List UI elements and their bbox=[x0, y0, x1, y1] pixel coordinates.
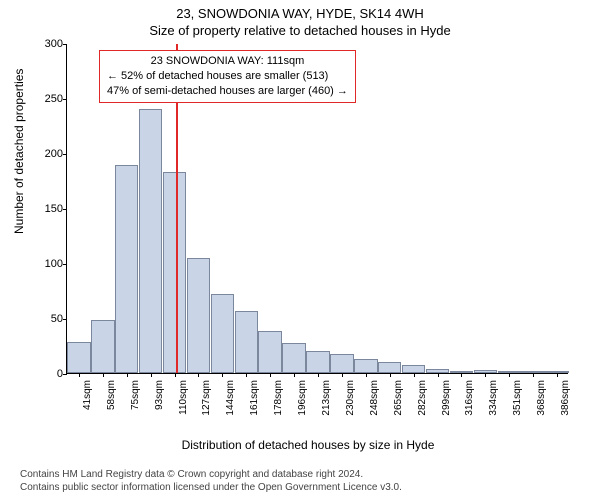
plot-area: 05010015020025030041sqm58sqm75sqm93sqm11… bbox=[66, 44, 568, 374]
x-tick-mark bbox=[175, 373, 176, 377]
x-tick-mark bbox=[318, 373, 319, 377]
histogram-bar bbox=[282, 343, 305, 373]
x-tick-label: 213sqm bbox=[321, 380, 322, 416]
y-tick-mark bbox=[63, 264, 67, 265]
attribution: Contains HM Land Registry data © Crown c… bbox=[20, 469, 402, 494]
x-tick-mark bbox=[342, 373, 343, 377]
x-tick-mark bbox=[438, 373, 439, 377]
y-tick-label: 200 bbox=[33, 148, 63, 160]
x-tick-mark bbox=[270, 373, 271, 377]
x-tick-label: 248sqm bbox=[369, 380, 370, 416]
histogram-bar bbox=[91, 320, 114, 373]
marker-annotation-line: 47% of semi-detached houses are larger (… bbox=[107, 84, 348, 99]
histogram-bar bbox=[139, 109, 162, 373]
y-tick-mark bbox=[63, 44, 67, 45]
x-axis-label: Distribution of detached houses by size … bbox=[38, 438, 578, 452]
x-tick-label: 299sqm bbox=[441, 380, 442, 416]
x-tick-label: 230sqm bbox=[345, 380, 346, 416]
histogram-bar bbox=[306, 351, 329, 373]
x-tick-label: 196sqm bbox=[297, 380, 298, 416]
histogram-bar bbox=[378, 362, 401, 373]
x-tick-label: 58sqm bbox=[106, 380, 107, 410]
title-sub: Size of property relative to detached ho… bbox=[0, 21, 600, 38]
y-tick-mark bbox=[63, 374, 67, 375]
x-tick-label: 265sqm bbox=[393, 380, 394, 416]
x-tick-mark bbox=[222, 373, 223, 377]
x-tick-mark bbox=[103, 373, 104, 377]
marker-annotation: 23 SNOWDONIA WAY: 111sqm← 52% of detache… bbox=[99, 50, 356, 103]
histogram-bar bbox=[163, 172, 186, 373]
histogram-bar bbox=[187, 258, 210, 374]
x-tick-label: 351sqm bbox=[512, 380, 513, 416]
y-tick-label: 250 bbox=[33, 93, 63, 105]
histogram-bar bbox=[211, 294, 234, 373]
x-tick-label: 334sqm bbox=[488, 380, 489, 416]
marker-annotation-line: 23 SNOWDONIA WAY: 111sqm bbox=[107, 54, 348, 69]
title-main: 23, SNOWDONIA WAY, HYDE, SK14 4WH bbox=[0, 0, 600, 21]
histogram-bar bbox=[330, 354, 353, 373]
x-tick-mark bbox=[390, 373, 391, 377]
x-tick-mark bbox=[294, 373, 295, 377]
x-tick-label: 93sqm bbox=[154, 380, 155, 410]
x-tick-mark bbox=[509, 373, 510, 377]
y-tick-label: 150 bbox=[33, 203, 63, 215]
marker-annotation-line: ← 52% of detached houses are smaller (51… bbox=[107, 69, 348, 84]
x-tick-label: 110sqm bbox=[178, 380, 179, 415]
x-tick-label: 316sqm bbox=[464, 380, 465, 416]
chart: Number of detached properties 0501001502… bbox=[38, 44, 578, 424]
x-tick-mark bbox=[246, 373, 247, 377]
y-tick-label: 100 bbox=[33, 258, 63, 270]
x-tick-mark bbox=[198, 373, 199, 377]
x-tick-label: 368sqm bbox=[536, 380, 537, 416]
x-tick-label: 161sqm bbox=[249, 380, 250, 416]
y-tick-mark bbox=[63, 209, 67, 210]
x-tick-mark bbox=[414, 373, 415, 377]
y-tick-mark bbox=[63, 319, 67, 320]
x-tick-label: 282sqm bbox=[417, 380, 418, 416]
histogram-bar bbox=[115, 165, 138, 373]
x-tick-mark bbox=[557, 373, 558, 377]
x-tick-label: 41sqm bbox=[82, 380, 83, 410]
histogram-bar bbox=[354, 359, 377, 373]
x-tick-mark bbox=[127, 373, 128, 377]
histogram-bar bbox=[402, 365, 425, 373]
x-tick-label: 386sqm bbox=[560, 380, 561, 416]
x-tick-mark bbox=[485, 373, 486, 377]
x-tick-mark bbox=[151, 373, 152, 377]
attribution-line-2: Contains public sector information licen… bbox=[20, 482, 402, 495]
y-tick-label: 50 bbox=[33, 313, 63, 325]
x-tick-label: 144sqm bbox=[225, 380, 226, 416]
histogram-bar bbox=[67, 342, 90, 373]
x-tick-label: 127sqm bbox=[201, 380, 202, 416]
x-tick-mark bbox=[461, 373, 462, 377]
y-tick-label: 300 bbox=[33, 38, 63, 50]
attribution-line-1: Contains HM Land Registry data © Crown c… bbox=[20, 469, 402, 482]
histogram-bar bbox=[258, 331, 281, 373]
x-tick-mark bbox=[366, 373, 367, 377]
y-tick-mark bbox=[63, 99, 67, 100]
x-tick-mark bbox=[79, 373, 80, 377]
x-tick-mark bbox=[533, 373, 534, 377]
x-tick-label: 178sqm bbox=[273, 380, 274, 416]
y-axis-label: Number of detached properties bbox=[12, 69, 26, 234]
histogram-bar bbox=[235, 311, 258, 373]
y-tick-label: 0 bbox=[33, 368, 63, 380]
y-tick-mark bbox=[63, 154, 67, 155]
x-tick-label: 75sqm bbox=[130, 380, 131, 410]
